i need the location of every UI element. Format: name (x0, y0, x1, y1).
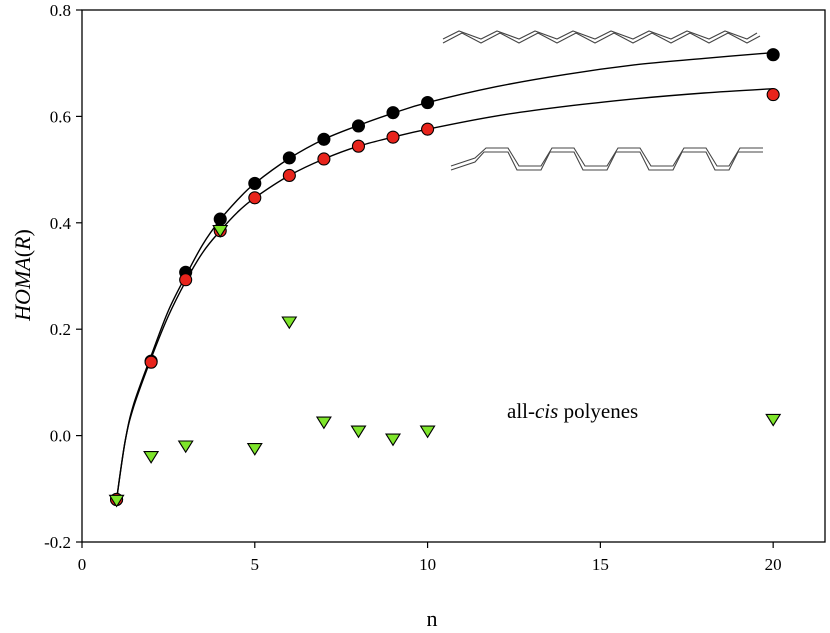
series-3-point (419, 425, 436, 439)
cis-chain-double-bond (450, 147, 763, 167)
y-axis-title-paren-open: ( (10, 250, 35, 257)
trans-chain-double-bond (442, 30, 758, 40)
series-3-point (765, 413, 782, 427)
y-axis-title-var: R (10, 236, 35, 251)
all-cis-polyene-structure (450, 147, 763, 171)
plot-frame (81, 9, 826, 543)
series-3-point (315, 416, 332, 430)
series-3-point (281, 316, 298, 330)
series-2-point (351, 139, 366, 153)
x-tick-label: 0 (78, 555, 87, 574)
series-1-point (386, 106, 400, 120)
series-2-point (248, 191, 262, 205)
series-3-point (246, 443, 263, 456)
annotation-prefix: all- (507, 399, 535, 423)
y-axis-title: HOMA(R) (10, 229, 35, 322)
series-2-point (386, 130, 400, 144)
fit-curve-1 (115, 51, 774, 500)
series-1-point (213, 212, 227, 226)
fit-curve-2 (115, 88, 774, 500)
y-axis-title-paren-close: ) (10, 229, 35, 236)
series-2-point (317, 152, 331, 166)
x-tick-label: 5 (251, 555, 260, 574)
series-3-point (143, 451, 160, 464)
x-tick-label: 15 (592, 555, 609, 574)
x-tick-label: 20 (765, 555, 782, 574)
annotation-all-cis-polyenes: all-cis polyenes (507, 399, 638, 423)
annotation-italic: cis (535, 399, 558, 423)
series-1-point (766, 48, 780, 62)
series-3-point (108, 494, 125, 508)
y-tick-label: 0.4 (50, 214, 72, 233)
x-tick-label: 10 (419, 555, 436, 574)
series-1-point (421, 96, 435, 110)
series-3-point (350, 425, 367, 439)
series-2-point (766, 88, 780, 102)
x-axis-ticks: 0 5 10 15 20 (78, 542, 782, 574)
y-axis-title-main: HOMA (10, 257, 35, 322)
series-3-point (177, 440, 194, 454)
y-axis-ticks: -0.2 0.0 0.2 0.4 0.6 0.8 (44, 1, 82, 552)
series-1-point (351, 119, 366, 133)
y-tick-label: -0.2 (44, 533, 71, 552)
y-tick-label: 0.6 (50, 107, 71, 126)
all-trans-polyene-structure (442, 30, 761, 44)
annotation-suffix: polyenes (558, 399, 638, 423)
cis-chain-bond (450, 151, 763, 171)
series-1-point (317, 132, 331, 146)
series-2-point (144, 355, 158, 369)
series-3-point (212, 224, 229, 238)
series-3-point (385, 433, 401, 447)
series-2-point (179, 273, 193, 287)
series-2-point (282, 168, 296, 183)
x-axis-title: n (427, 606, 438, 631)
data-markers (108, 48, 782, 508)
fit-curves (115, 51, 774, 500)
series-2-point (421, 122, 435, 136)
trans-chain-bond (442, 32, 761, 44)
y-tick-label: 0.0 (50, 427, 71, 446)
series-1-point (248, 176, 262, 190)
y-tick-label: 0.8 (50, 1, 71, 20)
y-tick-label: 0.2 (50, 320, 71, 339)
series-1-point (282, 151, 296, 165)
